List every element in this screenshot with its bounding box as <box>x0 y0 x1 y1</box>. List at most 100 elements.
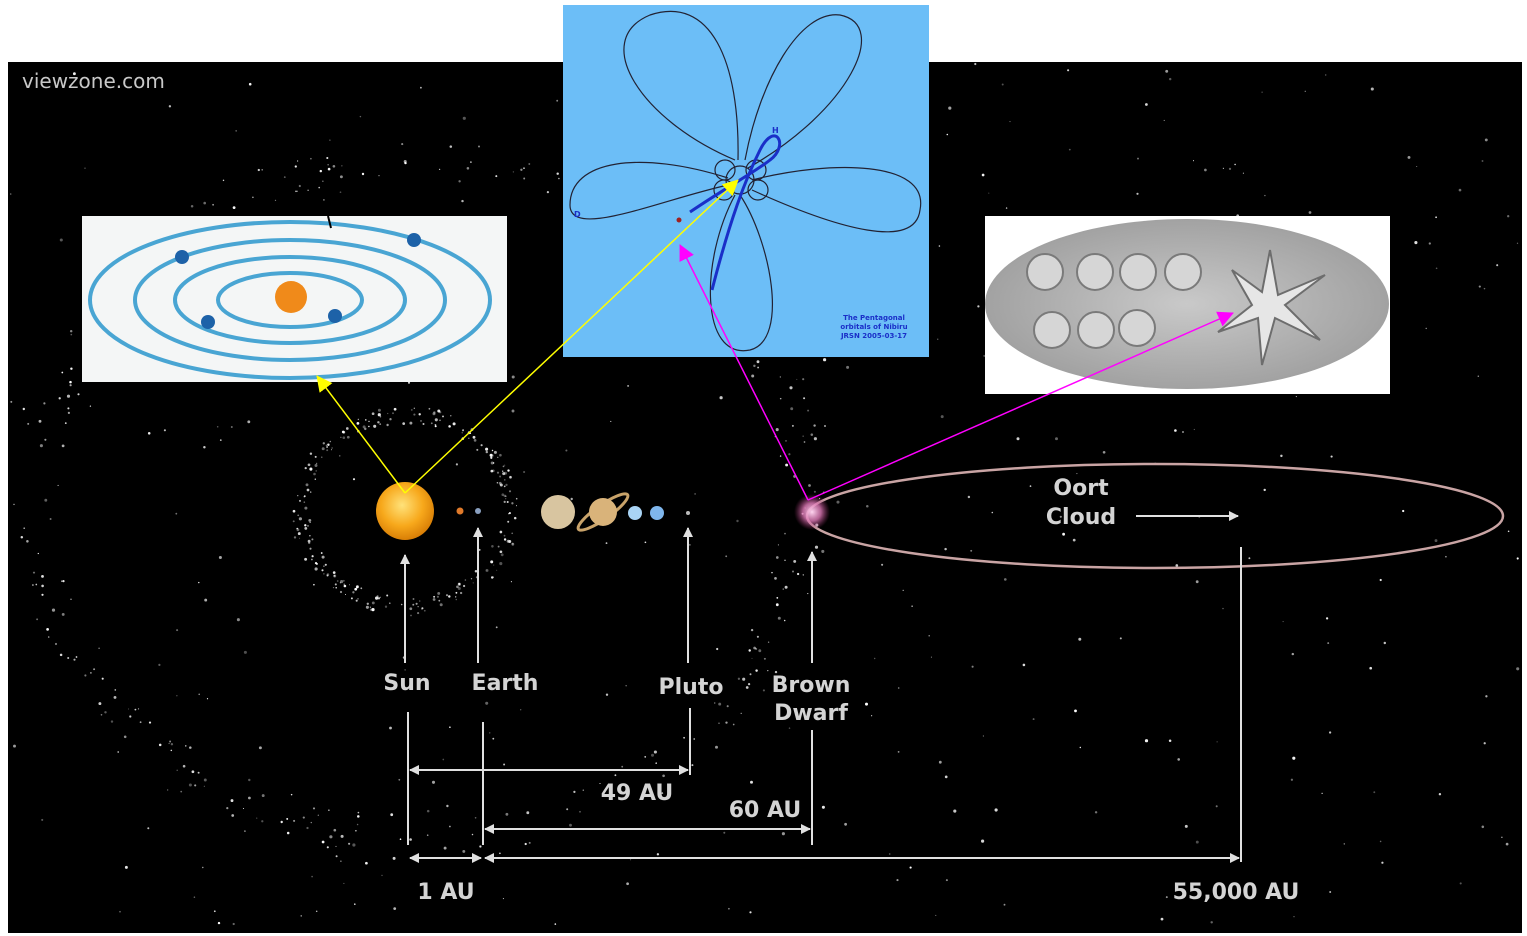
star <box>62 445 65 448</box>
star <box>503 898 504 899</box>
star <box>511 581 512 582</box>
label: Brown <box>772 673 851 698</box>
star <box>1506 843 1509 846</box>
star <box>1327 642 1329 644</box>
star <box>191 205 194 208</box>
star <box>171 743 173 745</box>
star <box>67 395 70 398</box>
star <box>44 439 46 441</box>
distance-label: 49 AU <box>601 781 674 806</box>
star <box>409 838 412 841</box>
star <box>1067 69 1069 71</box>
star <box>308 463 311 466</box>
star <box>645 541 647 543</box>
star <box>1165 70 1168 73</box>
star <box>499 562 502 565</box>
star <box>322 841 325 844</box>
star <box>512 375 515 378</box>
star <box>439 420 441 422</box>
star <box>462 429 464 431</box>
neptune <box>650 506 664 520</box>
star <box>71 334 73 336</box>
star <box>40 444 43 447</box>
star <box>498 546 500 548</box>
star <box>305 467 307 469</box>
star <box>505 813 508 816</box>
star <box>148 432 151 435</box>
star <box>416 603 418 605</box>
star <box>485 448 488 451</box>
star <box>822 806 825 809</box>
star <box>357 598 358 599</box>
star <box>689 544 690 545</box>
star <box>23 527 25 529</box>
star <box>306 483 309 486</box>
star <box>512 410 515 413</box>
star <box>621 766 623 768</box>
star <box>301 915 302 916</box>
star <box>944 548 946 550</box>
star <box>486 451 488 453</box>
star <box>1222 608 1223 609</box>
star <box>437 596 439 598</box>
star <box>237 618 240 621</box>
star <box>356 600 358 602</box>
star <box>780 376 781 377</box>
star <box>333 829 336 832</box>
star <box>1296 396 1297 397</box>
star <box>630 859 631 860</box>
star <box>1484 288 1486 290</box>
star <box>462 850 465 853</box>
star <box>1482 826 1485 829</box>
star <box>1439 793 1441 795</box>
star <box>767 670 768 671</box>
distance-label: 60 AU <box>729 798 802 823</box>
star <box>1381 862 1383 864</box>
star <box>198 694 200 696</box>
star <box>496 570 497 571</box>
star <box>507 501 509 503</box>
star <box>513 171 514 172</box>
star <box>313 807 315 809</box>
star <box>323 573 324 574</box>
star <box>1261 92 1262 93</box>
star <box>366 606 369 609</box>
star <box>1009 121 1010 122</box>
star <box>70 599 71 600</box>
star <box>953 810 956 813</box>
star <box>1136 193 1138 195</box>
star <box>333 165 336 168</box>
star <box>1459 189 1462 192</box>
star <box>284 176 286 178</box>
star <box>429 408 431 410</box>
star <box>176 695 177 696</box>
star <box>523 471 525 473</box>
star <box>493 565 494 566</box>
star <box>501 553 504 556</box>
star <box>792 571 794 573</box>
star <box>435 418 438 421</box>
star <box>32 584 34 586</box>
star <box>433 598 436 601</box>
star <box>1033 718 1035 720</box>
star <box>67 407 69 409</box>
star <box>424 610 426 612</box>
star <box>714 702 715 703</box>
star <box>77 393 79 395</box>
star <box>413 414 415 416</box>
star <box>1217 741 1218 742</box>
star <box>813 424 815 426</box>
star <box>318 815 319 816</box>
star <box>62 613 65 616</box>
star <box>1373 791 1375 793</box>
star <box>183 765 186 768</box>
star <box>1331 456 1333 458</box>
star <box>500 550 503 553</box>
star <box>323 442 325 444</box>
star <box>1182 431 1184 433</box>
star <box>792 425 794 427</box>
star <box>46 628 49 631</box>
star <box>446 594 448 596</box>
star <box>1169 78 1171 80</box>
star <box>1293 916 1294 917</box>
